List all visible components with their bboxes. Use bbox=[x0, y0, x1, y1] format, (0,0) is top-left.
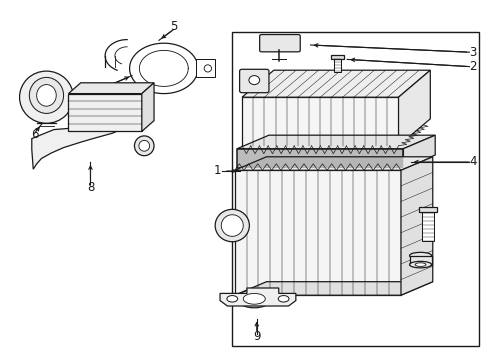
Polygon shape bbox=[234, 282, 432, 295]
Polygon shape bbox=[403, 135, 434, 168]
Polygon shape bbox=[234, 157, 432, 170]
Ellipse shape bbox=[204, 65, 211, 72]
Text: 1: 1 bbox=[213, 165, 221, 177]
Text: 9: 9 bbox=[252, 330, 260, 343]
Polygon shape bbox=[242, 70, 429, 97]
Ellipse shape bbox=[226, 296, 237, 302]
Ellipse shape bbox=[37, 85, 56, 106]
FancyBboxPatch shape bbox=[259, 35, 300, 52]
Ellipse shape bbox=[278, 296, 288, 302]
Polygon shape bbox=[400, 157, 432, 295]
Ellipse shape bbox=[221, 215, 243, 237]
Bar bbox=[418, 207, 436, 212]
Bar bbox=[232, 32, 478, 346]
Polygon shape bbox=[237, 135, 434, 149]
Polygon shape bbox=[32, 113, 132, 169]
Bar bbox=[333, 58, 340, 72]
Bar bbox=[330, 55, 343, 59]
Ellipse shape bbox=[408, 261, 430, 268]
Polygon shape bbox=[234, 170, 400, 295]
Text: 4: 4 bbox=[468, 156, 476, 168]
Ellipse shape bbox=[29, 77, 63, 113]
Ellipse shape bbox=[237, 290, 271, 308]
Ellipse shape bbox=[243, 293, 264, 304]
Ellipse shape bbox=[408, 252, 430, 259]
Polygon shape bbox=[220, 288, 295, 306]
Polygon shape bbox=[242, 97, 398, 146]
Ellipse shape bbox=[414, 263, 425, 266]
Ellipse shape bbox=[215, 210, 249, 242]
Polygon shape bbox=[68, 83, 154, 94]
Ellipse shape bbox=[248, 76, 259, 85]
Bar bbox=[195, 59, 215, 77]
Bar bbox=[409, 256, 430, 265]
FancyBboxPatch shape bbox=[239, 69, 268, 93]
Text: 5: 5 bbox=[169, 21, 177, 33]
Ellipse shape bbox=[134, 136, 154, 156]
Bar bbox=[421, 207, 433, 241]
Text: 7: 7 bbox=[101, 84, 109, 96]
Text: 8: 8 bbox=[86, 181, 94, 194]
Ellipse shape bbox=[139, 140, 149, 151]
Text: 2: 2 bbox=[468, 60, 476, 73]
Ellipse shape bbox=[20, 71, 73, 123]
Polygon shape bbox=[398, 70, 429, 146]
Polygon shape bbox=[142, 83, 154, 131]
Bar bbox=[68, 94, 142, 131]
Text: 3: 3 bbox=[468, 46, 476, 59]
Text: 6: 6 bbox=[31, 129, 39, 141]
Polygon shape bbox=[237, 149, 403, 168]
